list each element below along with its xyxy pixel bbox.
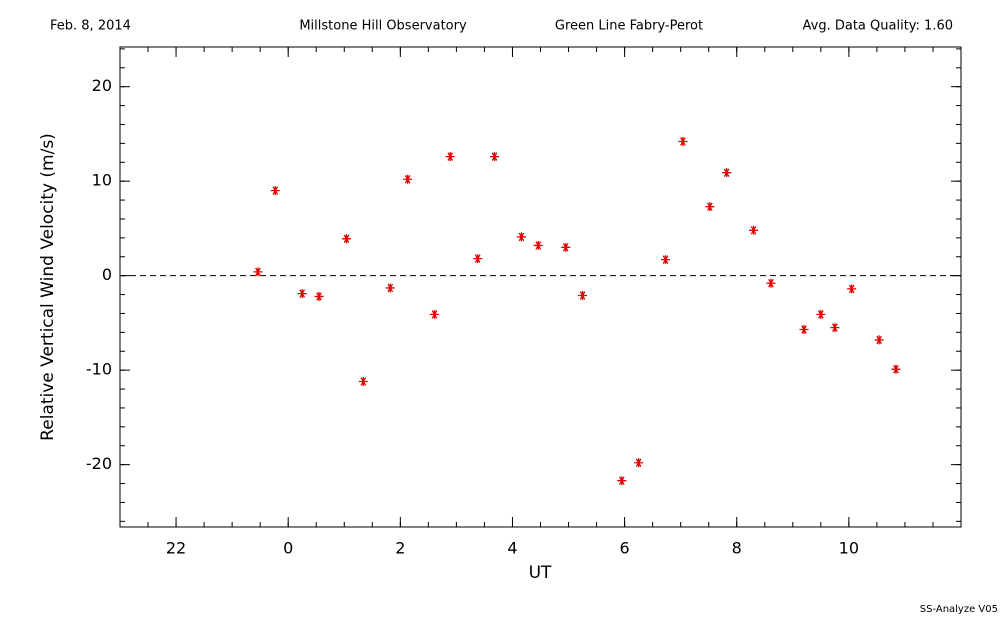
y-tick-label: 0 <box>102 265 112 284</box>
data-quality: Avg. Data Quality: 1.60 <box>803 19 953 34</box>
data-point <box>342 234 352 244</box>
data-point <box>561 242 571 252</box>
data-point <box>445 152 455 162</box>
date: Feb. 8, 2014 <box>50 19 131 34</box>
footer: SS-Analyze V05 <box>920 604 998 615</box>
data-point <box>847 284 857 294</box>
data-point <box>874 335 884 345</box>
observatory: Millstone Hill Observatory <box>299 19 467 34</box>
x-tick-label: 8 <box>732 539 742 558</box>
data-point <box>385 283 395 293</box>
data-point <box>705 202 715 212</box>
data-point <box>516 232 526 242</box>
data-point <box>490 152 500 162</box>
y-tick-label: 10 <box>92 171 112 190</box>
data-point <box>617 476 627 486</box>
data-point <box>297 289 307 299</box>
x-tick-label: 22 <box>166 539 186 558</box>
data-point <box>816 309 826 319</box>
data-point <box>270 186 280 196</box>
data-point <box>661 255 671 265</box>
y-tick-label: -10 <box>86 360 112 379</box>
data-point <box>799 325 809 335</box>
data-point <box>473 254 483 264</box>
x-axis-label: UT <box>529 563 552 583</box>
data-point <box>749 225 759 235</box>
data-point <box>678 136 688 146</box>
data-point <box>430 309 440 319</box>
y-tick-label: 20 <box>92 76 112 95</box>
data-point <box>891 364 901 374</box>
data-point <box>578 291 588 301</box>
data-point <box>314 291 324 301</box>
plot-frame <box>119 46 962 528</box>
data-point <box>722 168 732 178</box>
data-point <box>533 240 543 250</box>
x-tick-label: 2 <box>395 539 405 558</box>
data-point <box>358 376 368 386</box>
x-tick-label: 4 <box>507 539 517 558</box>
x-tick-label: 10 <box>839 539 859 558</box>
data-point <box>403 174 413 184</box>
y-axis-label: Relative Vertical Wind Velocity (m/s) <box>38 133 58 441</box>
data-point <box>766 278 776 288</box>
instrument: Green Line Fabry-Perot <box>555 19 703 34</box>
data-point <box>634 458 644 468</box>
x-tick-label: 0 <box>283 539 293 558</box>
x-tick-label: 6 <box>620 539 630 558</box>
data-point <box>253 267 263 277</box>
y-tick-label: -20 <box>86 454 112 473</box>
data-point <box>830 323 840 333</box>
